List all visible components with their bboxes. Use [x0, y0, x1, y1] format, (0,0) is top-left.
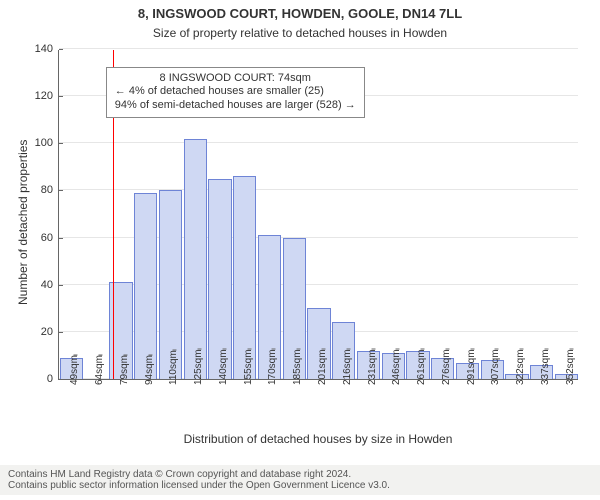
footer-attribution: Contains HM Land Registry data © Crown c… [0, 465, 600, 495]
gridline-h [59, 142, 578, 143]
x-tick: 261sqm [416, 349, 427, 385]
x-tick: 185sqm [292, 349, 303, 385]
annotation-line: 8 INGSWOOD COURT: 74sqm [115, 72, 356, 86]
chart-title-main: 8, INGSWOOD COURT, HOWDEN, GOOLE, DN14 7… [0, 6, 600, 21]
footer-line-1: Contains HM Land Registry data © Crown c… [8, 469, 592, 480]
x-tick: 231sqm [367, 349, 378, 385]
x-tick: 307sqm [490, 349, 501, 385]
x-tick: 64sqm [94, 355, 105, 385]
x-tick: 170sqm [267, 349, 278, 385]
x-tick: 352sqm [565, 349, 576, 385]
y-tick: 60 [41, 232, 59, 244]
x-tick: 291sqm [466, 349, 477, 385]
x-axis-label: Distribution of detached houses by size … [58, 432, 578, 446]
y-tick: 20 [41, 326, 59, 338]
annotation-box: 8 INGSWOOD COURT: 74sqm← 4% of detached … [106, 67, 365, 118]
histogram-bar [134, 193, 157, 379]
x-tick: 110sqm [168, 350, 179, 385]
x-tick: 201sqm [317, 349, 328, 385]
y-tick: 120 [35, 90, 59, 102]
plot-area: 02040608010012014049sqm64sqm79sqm94sqm11… [58, 50, 578, 380]
footer-line-2: Contains public sector information licen… [8, 480, 592, 491]
y-tick: 80 [41, 184, 59, 196]
y-tick: 0 [47, 373, 59, 385]
x-tick: 125sqm [193, 349, 204, 385]
x-tick: 337sqm [540, 349, 551, 385]
property-size-chart: 8, INGSWOOD COURT, HOWDEN, GOOLE, DN14 7… [0, 0, 600, 500]
y-tick: 100 [35, 137, 59, 149]
x-tick: 322sqm [515, 349, 526, 385]
x-tick: 155sqm [243, 349, 254, 385]
y-tick: 40 [41, 279, 59, 291]
x-tick: 79sqm [119, 355, 130, 385]
x-tick: 246sqm [391, 349, 402, 385]
gridline-h [59, 48, 578, 49]
y-tick: 140 [35, 43, 59, 55]
annotation-line: 94% of semi-detached houses are larger (… [115, 99, 356, 113]
annotation-line: ← 4% of detached houses are smaller (25) [115, 85, 356, 99]
chart-title-sub: Size of property relative to detached ho… [0, 26, 600, 40]
y-axis-label: Number of detached properties [16, 140, 30, 305]
x-tick: 276sqm [441, 349, 452, 385]
gridline-h [59, 189, 578, 190]
x-tick: 140sqm [218, 349, 229, 385]
histogram-bar [184, 139, 207, 379]
x-tick: 49sqm [69, 355, 80, 385]
x-tick: 94sqm [144, 355, 155, 385]
x-tick: 216sqm [342, 349, 353, 385]
